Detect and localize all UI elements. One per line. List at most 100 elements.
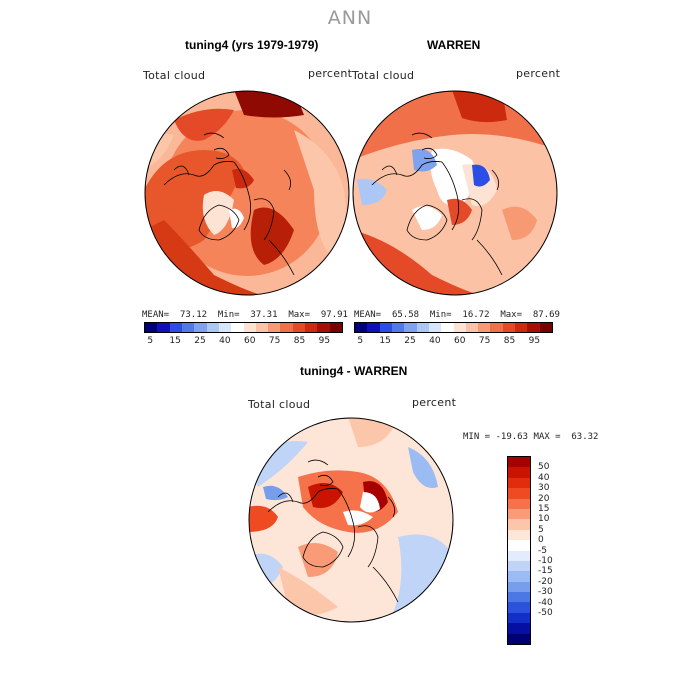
colorbar-tick-label: 75 [478, 336, 491, 346]
panel1-units-label: percent [308, 67, 353, 80]
colorbar-swatch [317, 323, 330, 332]
colorbar-swatch [502, 323, 516, 332]
colorbar-swatch [508, 508, 530, 520]
panel1-stats: MEAN= 73.12 Min= 37.31 Max= 97.91 [142, 310, 348, 320]
panel1-variable-label: Total cloud [143, 69, 206, 82]
colorbar-swatch [508, 623, 530, 634]
colorbar-tick-label: 5 [538, 524, 544, 535]
colorbar-swatch [157, 323, 170, 332]
colorbar-tick-label: 0 [538, 535, 544, 546]
colorbar-tick-label: 15 [538, 504, 550, 514]
colorbar-swatch [508, 633, 530, 645]
panel2-max-value: 87.69 [532, 310, 560, 320]
colorbar-swatch [508, 592, 530, 603]
panel2-colorbar-ticks: 5 15 25 40 60 75 85 95 [354, 336, 553, 348]
panel2-colorbar-swatches [354, 322, 553, 333]
colorbar-tick-label: -50 [538, 608, 553, 618]
panel1-colorbar-ticks: 5 15 25 40 60 75 85 95 [144, 336, 343, 348]
colorbar-swatch [404, 323, 417, 332]
panel1-colorbar: 5 15 25 40 60 75 85 95 [144, 322, 343, 348]
panel3-colorbar [507, 456, 531, 646]
colorbar-swatch [465, 323, 479, 332]
colorbar-swatch [539, 323, 552, 332]
panel3-minmax: MIN = -19.63 MAX = 63.32 [463, 432, 599, 442]
colorbar-swatch [181, 323, 195, 332]
colorbar-swatch [280, 323, 293, 332]
colorbar-swatch [255, 323, 269, 332]
colorbar-swatch [292, 323, 306, 332]
colorbar-swatch [490, 323, 503, 332]
colorbar-tick-label: 95 [318, 336, 331, 346]
panel1-min-value: 37.31 [250, 310, 278, 320]
colorbar-tick-label: -30 [538, 587, 553, 598]
colorbar-swatch [305, 323, 318, 332]
colorbar-swatch [206, 323, 219, 332]
colorbar-swatch [508, 529, 530, 541]
colorbar-swatch [169, 323, 182, 332]
colorbar-tick-label: -10 [538, 556, 553, 566]
panel2-max-label: Max= [500, 310, 523, 320]
colorbar-swatch [145, 323, 158, 332]
colorbar-tick-label: 30 [538, 483, 550, 494]
colorbar-swatch [379, 323, 392, 332]
colorbar-swatch [508, 477, 530, 489]
colorbar-tick-label: 15 [379, 336, 391, 346]
panel3-map [248, 417, 454, 623]
colorbar-swatch [508, 519, 530, 530]
colorbar-swatch [527, 323, 540, 332]
panel2-map [352, 90, 558, 296]
colorbar-tick-label: 75 [268, 336, 281, 346]
colorbar-swatch [508, 612, 530, 624]
colorbar-swatch [508, 602, 530, 613]
colorbar-swatch [355, 323, 368, 332]
colorbar-swatch [367, 323, 380, 332]
colorbar-swatch [508, 457, 530, 468]
page-title: ANN [327, 7, 373, 29]
panel1-mean-value: 73.12 [179, 310, 208, 320]
panel1-max-label: Max= [288, 310, 311, 320]
panel2-mean-value: 65.58 [391, 310, 420, 320]
panel1-map [144, 90, 350, 296]
colorbar-tick-label: 25 [404, 336, 416, 346]
colorbar-swatch [231, 323, 244, 332]
colorbar-swatch [441, 323, 454, 332]
colorbar-swatch [391, 323, 405, 332]
colorbar-swatch [453, 323, 466, 332]
colorbar-swatch [478, 323, 491, 332]
panel2-map-svg [352, 90, 558, 296]
colorbar-tick-label: -20 [538, 576, 553, 587]
colorbar-tick-label: 40 [219, 336, 231, 346]
colorbar-tick-label: 85 [293, 336, 306, 346]
colorbar-swatch [508, 550, 530, 561]
colorbar-tick-label: 40 [429, 336, 441, 346]
colorbar-tick-label: 50 [538, 462, 550, 473]
panel1-mean-label: MEAN= [142, 310, 170, 320]
colorbar-swatch [508, 571, 530, 582]
panel2-min-label: Min= [429, 310, 452, 320]
colorbar-swatch [243, 323, 256, 332]
colorbar-swatch [329, 323, 342, 332]
colorbar-tick-label: 20 [538, 493, 550, 504]
colorbar-swatch [194, 323, 207, 332]
colorbar-swatch [268, 323, 281, 332]
colorbar-tick-label: 85 [503, 336, 516, 346]
colorbar-tick-label: -5 [538, 545, 547, 556]
colorbar-swatch [508, 560, 530, 572]
panel1-colorbar-swatches [144, 322, 343, 333]
panel2-mean-label: MEAN= [354, 310, 382, 320]
colorbar-tick-label: 60 [453, 336, 466, 346]
colorbar-swatch [515, 323, 528, 332]
panel2-title: WARREN [427, 38, 481, 52]
colorbar-swatch [416, 323, 429, 332]
panel3-colorbar-swatches [507, 456, 531, 646]
colorbar-tick-label: 95 [528, 336, 541, 346]
panel1-title: tuning4 (yrs 1979-1979) [185, 38, 319, 52]
colorbar-tick-label: -15 [538, 566, 553, 577]
colorbar-tick-label: -40 [538, 597, 553, 608]
colorbar-tick-label: 5 [357, 336, 364, 346]
colorbar-tick-label: 5 [147, 336, 154, 346]
colorbar-swatch [508, 581, 530, 593]
colorbar-swatch [428, 323, 442, 332]
panel3-colorbar-ticks: 50 40 30 20 15 10 5 0 -5 -10 -15 -20 -30 -40 -50 [538, 456, 578, 646]
colorbar-swatch [508, 540, 530, 551]
